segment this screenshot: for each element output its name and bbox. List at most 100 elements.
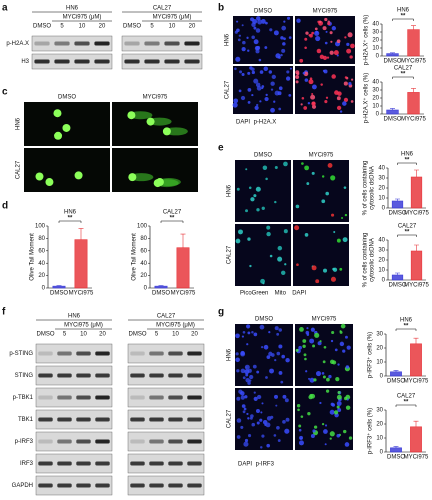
y-tick-label: 10 [378,268,385,274]
cell [281,25,287,31]
cell [265,177,268,181]
cell [309,393,313,398]
cell [302,71,306,75]
error-bar [56,285,62,287]
cell [277,56,281,59]
y-tick-label: 80 [38,236,45,242]
y-axis-label: p-H2A.X⁺ cells (%) [363,73,370,124]
cell [232,102,238,108]
blot-strip [127,387,205,408]
cell [260,346,264,349]
cell [314,30,320,36]
condition-label: DMSO [254,9,272,15]
cell [316,48,322,54]
blot-band [187,351,202,356]
blot-band [94,59,110,64]
cell [241,335,244,338]
cell [346,345,351,350]
cell [329,50,334,55]
cell [347,32,353,38]
cell [256,16,261,21]
blot-band [95,483,110,488]
cell [345,405,351,410]
cell [266,231,271,237]
cell [304,78,309,82]
cell-line-label: HN6 [225,33,231,46]
comet-head [62,123,71,132]
cell [278,344,283,349]
cell [332,360,337,365]
cell [253,391,256,394]
cell [240,368,246,374]
cell [255,82,261,88]
cell [236,20,239,23]
cell [326,377,330,382]
cell [241,404,246,408]
y-tick-label: 30 [376,332,383,338]
cell [280,36,284,40]
significance: ** [68,216,73,222]
cell [314,332,320,338]
cell [251,422,256,427]
cell [319,54,325,59]
cell [246,324,251,329]
cell-line-label: CAL27 [157,314,176,320]
cell [273,100,276,103]
cell [306,182,310,185]
x-tick-label: MYCi975 [404,283,429,289]
cell [280,53,283,57]
cell [311,101,316,106]
cell [295,74,300,79]
row-label: IRF3 [20,461,34,467]
cell [337,391,341,394]
x-tick-label: MYCi975 [404,379,429,385]
cell [295,348,299,352]
blot-band [149,373,164,378]
cell [311,31,314,35]
blot-band [187,417,202,422]
blot-band [76,373,91,378]
cell [335,376,340,382]
cell [303,353,307,357]
cell [305,330,310,335]
cell [268,331,271,334]
y-axis-label: p-IRF3⁺ cells (%) [367,408,374,454]
cell [243,441,249,447]
error-bar [395,272,400,275]
cell [251,35,255,40]
cell [256,103,259,107]
cell [266,355,271,360]
y-axis-label: % of cells containing [363,161,369,216]
cell [247,331,251,335]
cell [261,434,265,438]
cell [323,268,328,273]
chart-title: HN6 [401,152,414,158]
x-tick-label: DMSO [389,283,407,289]
blot-band [130,395,145,400]
cell [343,97,349,103]
significance-bracket [160,220,184,223]
lane-label: 5 [150,24,154,30]
condition-label: MYCi975 [309,153,334,159]
row-label: p-H2A.X [6,41,29,47]
cell [336,434,341,438]
cell [274,166,278,170]
cell [344,213,348,217]
cell [280,380,284,384]
lane-label: DMSO [129,332,147,338]
row-label: H3 [21,59,29,65]
y-tick-label: 40 [378,238,385,244]
y-tick-label: 80 [140,236,147,242]
cell [296,18,301,23]
blot-band [130,373,145,378]
blot-strip [121,35,203,52]
cell [245,168,248,171]
legend-label: PicoGreen [240,291,268,297]
micrograph [293,160,349,222]
cell [327,163,333,168]
cell [234,67,237,71]
treatment-label: MYCi975 (μM) [64,323,103,329]
cell [258,58,262,62]
significance-bracket [395,328,417,331]
